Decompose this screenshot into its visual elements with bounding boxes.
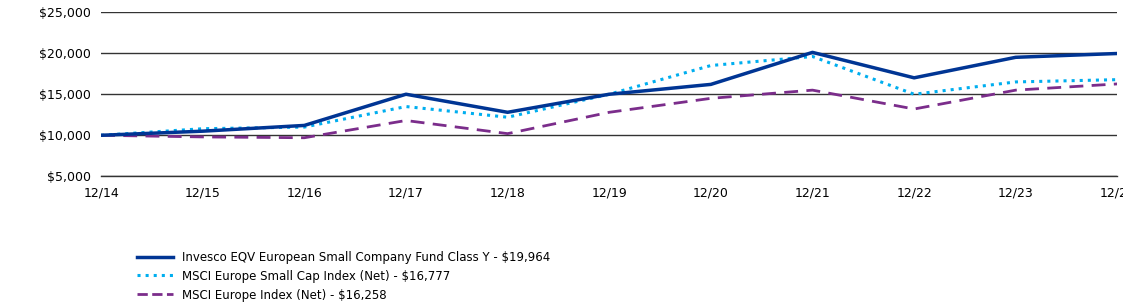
- Invesco EQV European Small Company Fund Class Y - $19,964: [704, 83, 718, 86]
- Invesco EQV European Small Company Fund Class Y - $19,964: [400, 92, 413, 96]
- MSCI Europe Index (Net) - $16,258: [400, 119, 413, 122]
- Legend: Invesco EQV European Small Company Fund Class Y - $19,964, MSCI Europe Small Cap: Invesco EQV European Small Company Fund …: [137, 251, 550, 302]
- Invesco EQV European Small Company Fund Class Y - $19,964: [907, 76, 921, 80]
- MSCI Europe Small Cap Index (Net) - $16,777: [603, 92, 617, 96]
- Line: MSCI Europe Small Cap Index (Net) - $16,777: MSCI Europe Small Cap Index (Net) - $16,…: [101, 57, 1117, 135]
- Line: MSCI Europe Index (Net) - $16,258: MSCI Europe Index (Net) - $16,258: [101, 84, 1117, 138]
- MSCI Europe Index (Net) - $16,258: [907, 107, 921, 111]
- Invesco EQV European Small Company Fund Class Y - $19,964: [1111, 52, 1123, 55]
- MSCI Europe Small Cap Index (Net) - $16,777: [1008, 80, 1022, 84]
- MSCI Europe Index (Net) - $16,258: [603, 110, 617, 114]
- MSCI Europe Index (Net) - $16,258: [704, 97, 718, 100]
- MSCI Europe Index (Net) - $16,258: [806, 88, 820, 92]
- MSCI Europe Small Cap Index (Net) - $16,777: [907, 92, 921, 96]
- MSCI Europe Small Cap Index (Net) - $16,777: [704, 64, 718, 67]
- MSCI Europe Small Cap Index (Net) - $16,777: [1111, 78, 1123, 81]
- Line: Invesco EQV European Small Company Fund Class Y - $19,964: Invesco EQV European Small Company Fund …: [101, 52, 1117, 135]
- MSCI Europe Small Cap Index (Net) - $16,777: [806, 55, 820, 58]
- Invesco EQV European Small Company Fund Class Y - $19,964: [806, 50, 820, 54]
- MSCI Europe Small Cap Index (Net) - $16,777: [298, 125, 311, 129]
- Invesco EQV European Small Company Fund Class Y - $19,964: [298, 124, 311, 127]
- MSCI Europe Index (Net) - $16,258: [94, 133, 108, 137]
- MSCI Europe Small Cap Index (Net) - $16,777: [400, 105, 413, 109]
- MSCI Europe Small Cap Index (Net) - $16,777: [501, 116, 514, 119]
- MSCI Europe Index (Net) - $16,258: [501, 132, 514, 136]
- MSCI Europe Index (Net) - $16,258: [298, 136, 311, 140]
- Invesco EQV European Small Company Fund Class Y - $19,964: [94, 133, 108, 137]
- Invesco EQV European Small Company Fund Class Y - $19,964: [501, 110, 514, 114]
- MSCI Europe Index (Net) - $16,258: [1111, 82, 1123, 86]
- Invesco EQV European Small Company Fund Class Y - $19,964: [195, 130, 209, 133]
- Invesco EQV European Small Company Fund Class Y - $19,964: [603, 92, 617, 96]
- Invesco EQV European Small Company Fund Class Y - $19,964: [1008, 55, 1022, 59]
- MSCI Europe Small Cap Index (Net) - $16,777: [195, 127, 209, 130]
- MSCI Europe Index (Net) - $16,258: [195, 135, 209, 139]
- MSCI Europe Index (Net) - $16,258: [1008, 88, 1022, 92]
- MSCI Europe Small Cap Index (Net) - $16,777: [94, 133, 108, 137]
